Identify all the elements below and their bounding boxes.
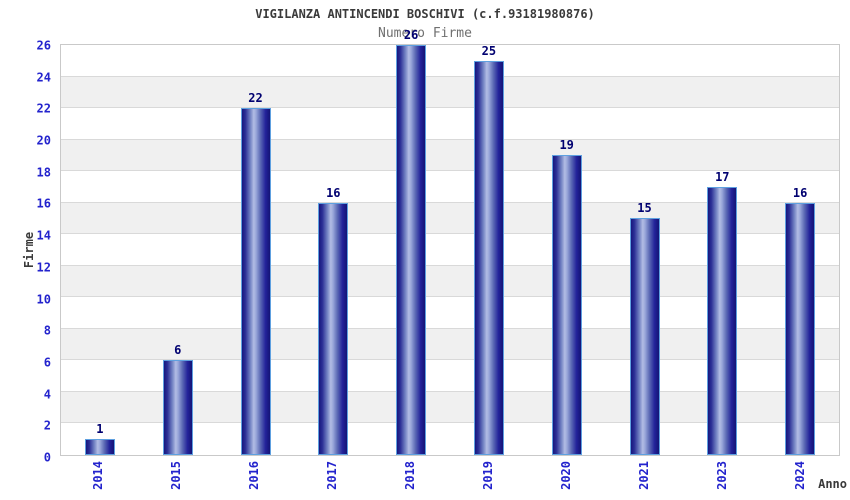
y-tick-label: 4 bbox=[43, 387, 51, 402]
x-tick-label: 2019 bbox=[481, 461, 495, 490]
y-tick-label: 18 bbox=[36, 165, 51, 180]
x-tick-label: 2017 bbox=[325, 461, 339, 490]
gridline bbox=[61, 75, 839, 77]
gridline bbox=[61, 107, 839, 109]
bar-2018 bbox=[396, 45, 427, 455]
x-tick-label: 2020 bbox=[559, 461, 573, 490]
y-tick-label: 0 bbox=[43, 450, 51, 465]
plot-band bbox=[61, 45, 839, 77]
bar-value-label: 22 bbox=[248, 91, 263, 106]
bar-value-label: 25 bbox=[481, 43, 497, 58]
x-tick-label: 2015 bbox=[169, 461, 183, 490]
bar-2014 bbox=[84, 439, 115, 455]
x-tick-label: 2021 bbox=[637, 461, 651, 490]
y-tick-label: 20 bbox=[36, 133, 51, 148]
y-tick-label: 24 bbox=[36, 70, 51, 85]
bar-2020 bbox=[551, 155, 582, 455]
x-tick-label: 2023 bbox=[715, 461, 729, 490]
x-axis-title: Anno bbox=[818, 477, 847, 491]
y-tick-label: 14 bbox=[36, 228, 51, 243]
chart-title: VIGILANZA ANTINCENDI BOSCHIVI (c.f.93181… bbox=[255, 7, 595, 21]
bar-2016 bbox=[240, 108, 271, 455]
gridline bbox=[61, 422, 839, 424]
gridline bbox=[61, 170, 839, 172]
gridline bbox=[61, 359, 839, 361]
x-tick-label: 2024 bbox=[793, 461, 807, 490]
plot-area: 1 6 22 16 26 25 19 15 17 16 bbox=[60, 29, 840, 456]
bar-value-label: 6 bbox=[174, 343, 182, 358]
gridline bbox=[61, 327, 839, 329]
x-tick-label: 2016 bbox=[247, 461, 261, 490]
bar-value-label: 19 bbox=[559, 138, 574, 153]
bar-2023 bbox=[707, 186, 738, 455]
x-tick-label: 2018 bbox=[403, 461, 417, 490]
chart-subtitle: Numero Firme bbox=[378, 26, 472, 41]
plot-band bbox=[61, 139, 839, 172]
y-tick-label: 26 bbox=[36, 38, 51, 53]
bar-2017 bbox=[318, 202, 349, 455]
bar-2019 bbox=[473, 60, 504, 455]
y-tick-label: 6 bbox=[43, 355, 51, 370]
bar-2021 bbox=[629, 218, 660, 455]
y-axis-tick-labels: 0 2 4 6 8 10 12 14 16 18 20 22 24 26 bbox=[0, 39, 51, 464]
y-tick-label: 10 bbox=[36, 292, 51, 307]
gridline bbox=[61, 138, 839, 140]
bar-value-label: 16 bbox=[792, 185, 808, 200]
bar-value-label: 15 bbox=[637, 201, 652, 216]
plot-band bbox=[61, 108, 839, 140]
plot-band bbox=[61, 76, 839, 109]
x-axis-tick-labels: 2014 2015 2016 2017 2018 2019 2020 2021 2023 2024 bbox=[60, 461, 840, 499]
bar-value-label: 1 bbox=[96, 422, 104, 437]
y-tick-label: 22 bbox=[36, 101, 51, 116]
y-tick-label: 16 bbox=[36, 196, 51, 211]
gridline bbox=[61, 233, 839, 235]
bar-2024 bbox=[785, 202, 816, 455]
y-tick-label: 12 bbox=[36, 260, 51, 275]
y-tick-label: 2 bbox=[43, 418, 51, 433]
gridline bbox=[61, 296, 839, 298]
x-tick-label: 2014 bbox=[91, 461, 105, 490]
bar-value-label: 26 bbox=[403, 28, 419, 42]
y-tick-label: 8 bbox=[43, 323, 51, 338]
gridline bbox=[61, 390, 839, 392]
bar-value-label: 16 bbox=[326, 185, 341, 200]
bar-value-label: 17 bbox=[715, 169, 730, 184]
bar-2015 bbox=[162, 360, 193, 455]
gridline bbox=[61, 264, 839, 266]
gridline bbox=[61, 201, 839, 203]
